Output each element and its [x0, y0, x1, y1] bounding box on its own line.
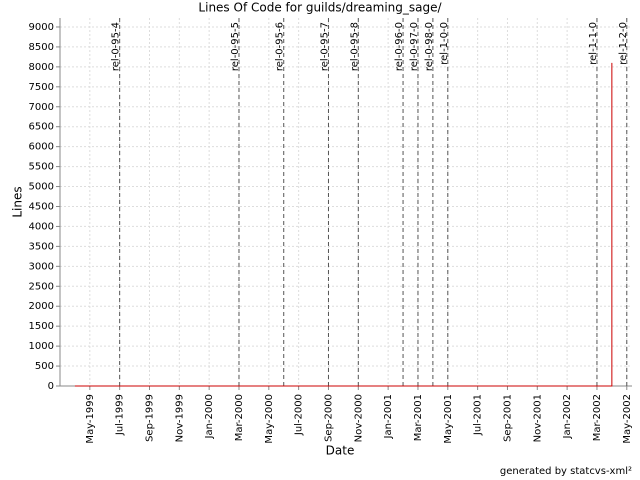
x-tick-label: Jan-2002	[562, 394, 573, 439]
y-tick-label: 1000	[29, 341, 54, 352]
y-tick-label: 8000	[29, 62, 54, 73]
y-tick-label: 7500	[29, 82, 54, 93]
y-tick-label: 7000	[29, 102, 54, 113]
y-tick-label: 0	[48, 381, 54, 392]
x-tick-label: Nov-1999	[174, 394, 185, 442]
y-tick-label: 1500	[29, 321, 54, 332]
x-tick-label: May-1999	[85, 394, 96, 444]
y-tick-label: 4000	[29, 221, 54, 232]
x-tick-label: Sep-1999	[144, 394, 155, 442]
line-series	[74, 62, 613, 387]
y-tick-label: 9000	[29, 22, 54, 33]
release-label: rel-1-0-0	[439, 22, 450, 65]
release-label: rel-0-96-0	[394, 22, 405, 71]
release-label: rel-0-95-5	[230, 22, 241, 71]
x-tick-label: Nov-2000	[353, 394, 364, 442]
y-tick-label: 500	[35, 361, 54, 372]
x-tick-label: May-2000	[264, 394, 275, 444]
y-tick-label: 6000	[29, 142, 54, 153]
release-label: rel-0-98-0	[424, 22, 435, 71]
x-tick-label: Jul-1999	[115, 394, 126, 436]
plot-area	[60, 18, 632, 386]
y-tick-label: 4500	[29, 201, 54, 212]
x-tick-label: Jul-2000	[294, 394, 305, 436]
y-tick-label: 2000	[29, 301, 54, 312]
x-axis-label: Date	[326, 444, 355, 458]
y-tick-label: 5000	[29, 182, 54, 193]
x-tick-label: Jul-2001	[473, 394, 484, 436]
release-label: rel-0-95-4	[111, 22, 122, 71]
footer: generated by statcvs-xml²	[500, 466, 632, 477]
x-tick-label: Mar-2000	[234, 394, 245, 441]
x-tick-label: Jan-2000	[204, 394, 215, 439]
x-tick-label: Jan-2001	[383, 394, 394, 439]
release-label: rel-0-97-0	[409, 22, 420, 71]
x-tick-label: May-2001	[443, 394, 454, 444]
chart-title: Lines Of Code for guilds/dreaming_sage/	[198, 1, 442, 15]
y-tick-label: 8500	[29, 42, 54, 53]
y-axis-label: Lines	[11, 186, 25, 217]
y-tick-label: 3500	[29, 241, 54, 252]
release-label: rel-0-95-6	[275, 22, 286, 71]
y-tick-label: 2500	[29, 281, 54, 292]
release-label: rel-0-95-8	[349, 22, 360, 71]
y-tick-label: 6500	[29, 122, 54, 133]
release-label: rel-1-2-0	[618, 22, 629, 65]
x-tick-label: May-2002	[622, 394, 633, 444]
x-tick-label: Sep-2000	[323, 394, 334, 442]
y-tick-label: 3000	[29, 261, 54, 272]
y-tick-label: 5500	[29, 162, 54, 173]
release-label: rel-0-95-7	[319, 22, 330, 71]
x-tick-label: Mar-2002	[592, 394, 603, 441]
x-tick-label: Mar-2001	[413, 394, 424, 441]
x-tick-label: Nov-2001	[532, 394, 543, 442]
release-label: rel-1-1-0	[588, 22, 599, 65]
x-tick-label: Sep-2001	[502, 394, 513, 442]
